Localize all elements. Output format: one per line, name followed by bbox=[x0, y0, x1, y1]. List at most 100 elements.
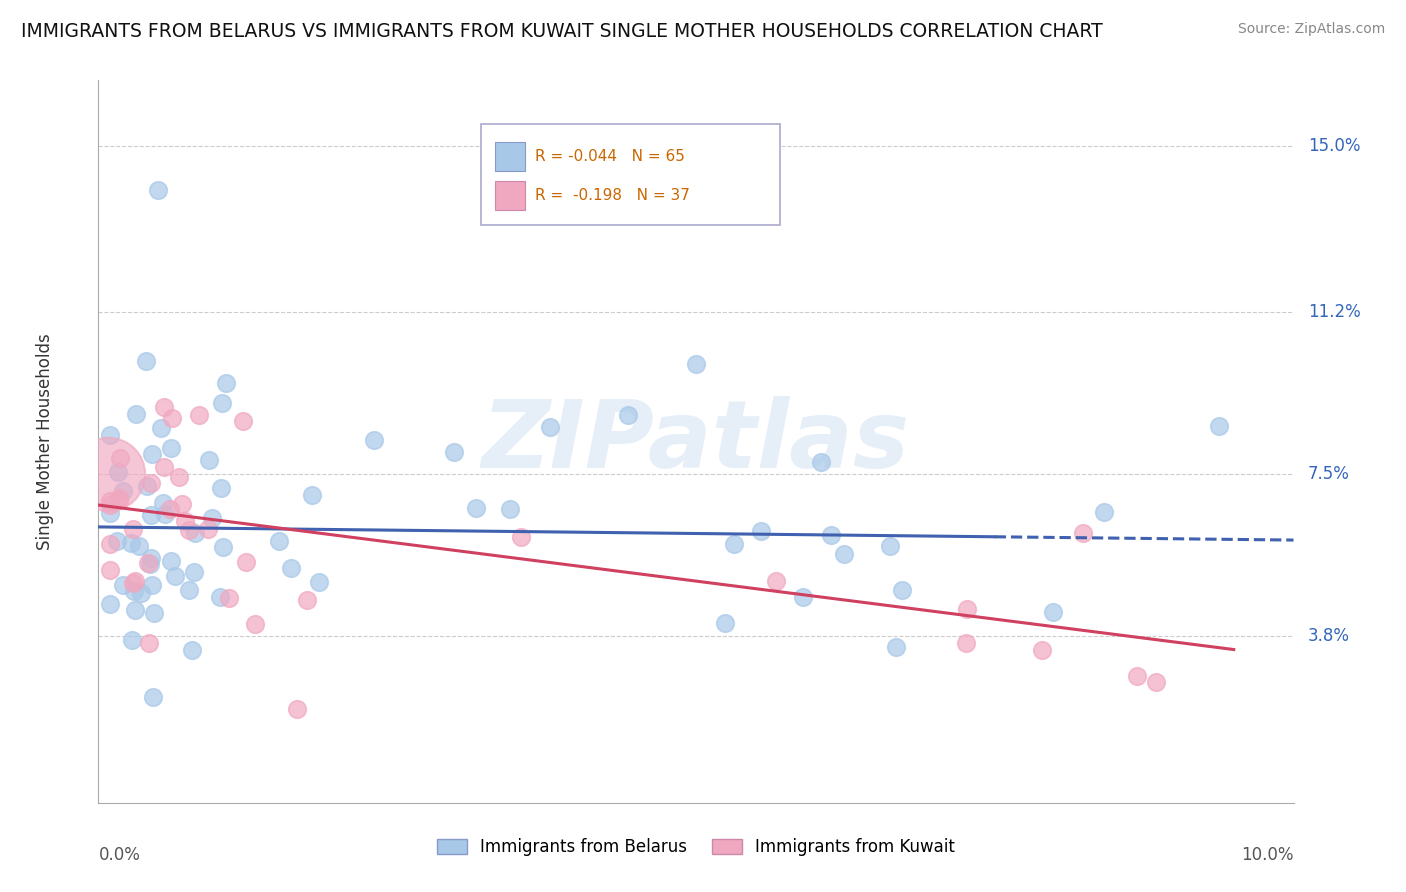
Point bbox=[136, 479, 159, 493]
Point bbox=[160, 441, 183, 455]
Point bbox=[1042, 605, 1064, 619]
Point bbox=[98, 498, 122, 512]
Point bbox=[218, 591, 240, 606]
Point bbox=[891, 582, 914, 597]
Point bbox=[245, 616, 267, 631]
Point bbox=[810, 454, 832, 468]
Point bbox=[197, 522, 219, 536]
Point bbox=[141, 446, 163, 460]
Point bbox=[110, 451, 132, 466]
Point bbox=[153, 459, 176, 474]
Text: IMMIGRANTS FROM BELARUS VS IMMIGRANTS FROM KUWAIT SINGLE MOTHER HOUSEHOLDS CORRE: IMMIGRANTS FROM BELARUS VS IMMIGRANTS FR… bbox=[21, 22, 1102, 41]
Point bbox=[269, 534, 291, 549]
Point bbox=[465, 501, 488, 516]
Point bbox=[98, 562, 122, 576]
Point bbox=[211, 396, 233, 410]
Point bbox=[169, 469, 191, 483]
Bar bbox=[495, 181, 524, 211]
Point bbox=[138, 636, 160, 650]
Point bbox=[212, 540, 235, 554]
Text: 11.2%: 11.2% bbox=[1308, 303, 1361, 321]
Point bbox=[122, 522, 145, 536]
Point bbox=[122, 583, 145, 598]
Point bbox=[183, 526, 205, 541]
Point bbox=[209, 481, 232, 495]
Point bbox=[183, 565, 205, 579]
Point bbox=[179, 523, 201, 537]
Point bbox=[198, 452, 221, 467]
Point bbox=[98, 428, 122, 442]
Point bbox=[201, 511, 224, 525]
Point bbox=[124, 574, 146, 588]
Text: 0.0%: 0.0% bbox=[98, 847, 141, 864]
FancyBboxPatch shape bbox=[481, 124, 780, 225]
Legend: Immigrants from Belarus, Immigrants from Kuwait: Immigrants from Belarus, Immigrants from… bbox=[430, 831, 962, 863]
Point bbox=[235, 555, 257, 569]
Point bbox=[136, 556, 159, 570]
Point bbox=[1031, 643, 1053, 657]
Point bbox=[174, 514, 197, 528]
Point bbox=[97, 467, 120, 482]
Point bbox=[956, 602, 979, 616]
Point bbox=[208, 590, 231, 604]
Point bbox=[1208, 419, 1230, 434]
Bar bbox=[495, 142, 524, 170]
Point bbox=[723, 537, 745, 551]
Point bbox=[141, 578, 163, 592]
Point bbox=[105, 534, 128, 549]
Point bbox=[139, 508, 162, 523]
Point bbox=[188, 408, 211, 422]
Point bbox=[152, 496, 174, 510]
Point bbox=[163, 569, 186, 583]
Point bbox=[685, 357, 707, 371]
Point bbox=[150, 420, 173, 434]
Point bbox=[713, 615, 735, 630]
Point bbox=[148, 183, 170, 197]
Point bbox=[111, 577, 134, 591]
Text: R =  -0.198   N = 37: R = -0.198 N = 37 bbox=[534, 188, 689, 203]
Point bbox=[181, 643, 204, 657]
Point bbox=[295, 593, 318, 607]
Point bbox=[765, 574, 787, 589]
Point bbox=[131, 586, 153, 600]
Point bbox=[172, 497, 194, 511]
Point bbox=[141, 551, 163, 566]
Point bbox=[1144, 675, 1167, 690]
Text: 15.0%: 15.0% bbox=[1308, 137, 1361, 155]
Point bbox=[139, 476, 162, 491]
Point bbox=[308, 574, 330, 589]
Point bbox=[98, 597, 122, 611]
Point bbox=[1092, 504, 1115, 518]
Point bbox=[538, 419, 561, 434]
Point bbox=[107, 491, 129, 506]
Point bbox=[98, 494, 122, 508]
Text: 3.8%: 3.8% bbox=[1308, 627, 1350, 646]
Point bbox=[792, 590, 814, 604]
Text: R = -0.044   N = 65: R = -0.044 N = 65 bbox=[534, 149, 685, 163]
Point bbox=[142, 606, 165, 620]
Point bbox=[363, 433, 385, 447]
Text: ZIPatlas: ZIPatlas bbox=[482, 395, 910, 488]
Point bbox=[120, 536, 142, 550]
Point bbox=[832, 547, 855, 561]
Point bbox=[301, 488, 323, 502]
Text: 7.5%: 7.5% bbox=[1308, 466, 1350, 483]
Point bbox=[177, 582, 200, 597]
Point bbox=[98, 537, 122, 551]
Point bbox=[884, 640, 907, 654]
Text: Source: ZipAtlas.com: Source: ZipAtlas.com bbox=[1237, 22, 1385, 37]
Point bbox=[128, 539, 150, 553]
Point bbox=[159, 501, 181, 516]
Point bbox=[153, 507, 176, 521]
Point bbox=[616, 408, 638, 422]
Point bbox=[124, 603, 146, 617]
Point bbox=[509, 530, 531, 544]
Point bbox=[125, 407, 148, 421]
Point bbox=[1126, 668, 1149, 682]
Point bbox=[499, 502, 522, 516]
Point bbox=[1071, 525, 1094, 540]
Point bbox=[152, 400, 174, 414]
Point bbox=[138, 557, 160, 571]
Point bbox=[215, 376, 238, 390]
Point bbox=[122, 575, 145, 590]
